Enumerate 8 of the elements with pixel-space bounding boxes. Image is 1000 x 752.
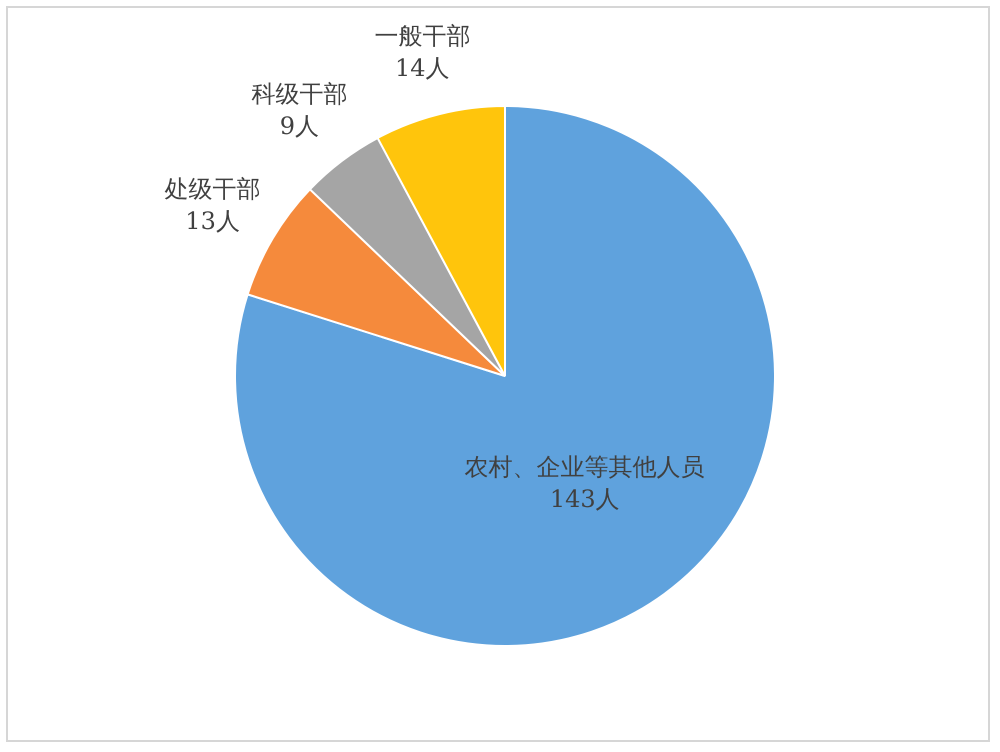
slice-label: 农村、企业等其他人员: [464, 453, 705, 482]
data-label: 14人: [395, 54, 450, 82]
slice-label: 处级干部: [164, 174, 261, 203]
data-label: 9人: [280, 112, 320, 140]
slice-label: 科级干部: [251, 80, 348, 108]
data-label: 143人: [550, 485, 620, 514]
data-label: 13人: [185, 206, 240, 235]
slice-label: 一般干部: [374, 22, 470, 50]
